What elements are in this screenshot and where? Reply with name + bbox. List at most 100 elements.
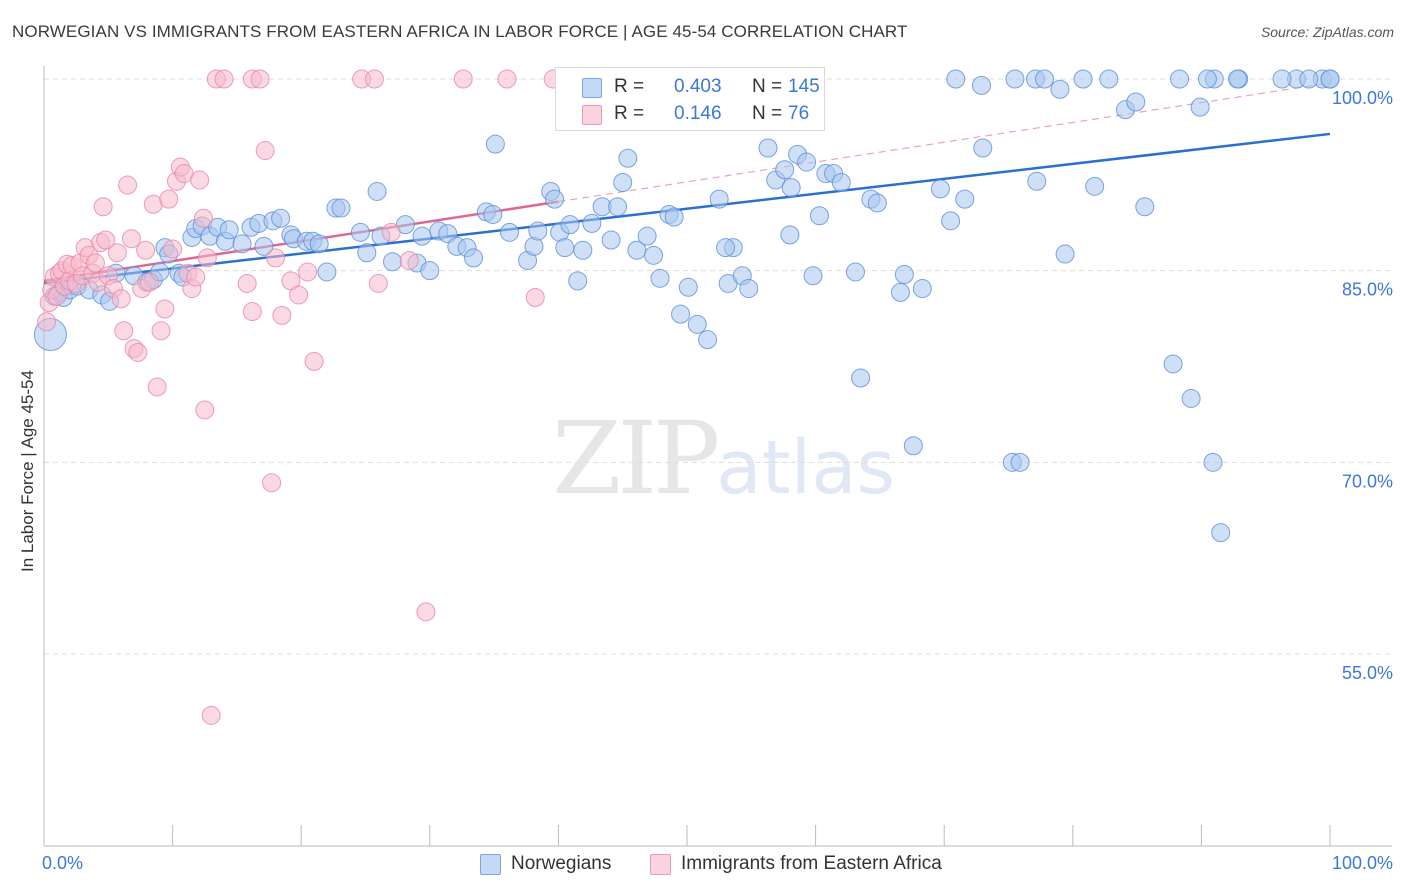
norwegians-point xyxy=(219,220,239,240)
immigrants-point xyxy=(121,229,141,249)
norwegians-point xyxy=(1126,92,1146,112)
legend-swatch-norwegians xyxy=(480,854,501,875)
immigrants-point xyxy=(195,400,215,420)
y-tick-label: 100.0% xyxy=(1332,88,1393,108)
immigrants-point xyxy=(255,141,275,161)
norwegians-point xyxy=(573,240,593,260)
norwegians-point xyxy=(464,248,484,268)
legend-n-value: 145 xyxy=(788,76,820,97)
legend-n-label: N = xyxy=(752,103,783,124)
norwegians-point xyxy=(1099,69,1119,89)
norwegians-point xyxy=(500,222,520,242)
legend-n-value: 76 xyxy=(788,103,810,124)
tick-label-layer: 55.0% 70.0% 85.0% 100.0% 0.0% 100.0% xyxy=(42,88,1393,873)
norwegians-point xyxy=(637,226,657,246)
immigrants-point xyxy=(107,243,127,263)
norwegians-point xyxy=(367,181,387,201)
norwegians-point xyxy=(1055,244,1075,264)
norwegians-point xyxy=(851,368,871,388)
norwegians-point xyxy=(560,215,580,235)
watermark-atlas: atlas xyxy=(716,425,896,511)
norwegians-point xyxy=(357,243,377,263)
norwegians-point xyxy=(485,134,505,154)
norwegians-point xyxy=(912,279,932,299)
immigrants-point xyxy=(193,208,213,228)
chart-title: NORWEGIAN VS IMMIGRANTS FROM EASTERN AFR… xyxy=(12,22,908,41)
norwegians-point xyxy=(1228,69,1248,89)
norwegians-point xyxy=(678,277,698,297)
immigrants-point xyxy=(237,273,257,293)
norwegians-point xyxy=(845,262,865,282)
immigrants-point xyxy=(242,302,262,322)
norwegians-point xyxy=(890,282,910,302)
trend-line-norwegians xyxy=(43,132,1331,285)
immigrants-point xyxy=(155,299,175,319)
immigrants-point xyxy=(381,222,401,242)
grid-layer xyxy=(44,78,1392,655)
y-tick-label: 55.0% xyxy=(1342,663,1393,683)
legend-r-value: 0.146 xyxy=(674,103,722,124)
immigrants-point xyxy=(147,377,167,397)
norwegians-point xyxy=(973,138,993,158)
norwegians-point xyxy=(1272,69,1292,89)
norwegians-point xyxy=(1005,69,1025,89)
norwegians-point xyxy=(483,204,503,224)
norwegians-point xyxy=(1320,69,1340,89)
points-layer xyxy=(33,69,1340,725)
immigrants-point xyxy=(201,705,221,725)
norwegians-point xyxy=(1203,452,1223,472)
norwegians-point xyxy=(1050,79,1070,99)
immigrants-point xyxy=(85,253,105,273)
norwegians-point xyxy=(1163,354,1183,374)
legend-r-value: 0.403 xyxy=(674,76,722,97)
norwegians-point xyxy=(698,330,718,350)
immigrants-point xyxy=(416,602,436,622)
norwegians-point xyxy=(1010,452,1030,472)
norwegians-point xyxy=(1135,197,1155,217)
norwegians-point xyxy=(1170,69,1190,89)
immigrants-point xyxy=(298,262,318,282)
norwegians-point xyxy=(809,206,829,226)
norwegians-point xyxy=(1197,69,1217,89)
immigrants-point xyxy=(365,69,385,89)
norwegians-point xyxy=(528,221,548,241)
watermark: ZIPatlas xyxy=(552,400,895,517)
immigrants-point xyxy=(304,351,324,371)
y-axis-label: In Labor Force | Age 45-54 xyxy=(18,370,37,572)
immigrants-point xyxy=(368,273,388,293)
norwegians-point xyxy=(420,261,440,281)
norwegians-point xyxy=(350,222,370,242)
norwegians-point xyxy=(618,148,638,168)
immigrants-point xyxy=(453,69,473,89)
norwegians-point xyxy=(271,208,291,228)
norwegians-point xyxy=(687,314,707,334)
norwegians-point xyxy=(831,173,851,192)
legend-swatch-immigrants xyxy=(582,105,602,125)
watermark-zip: ZIP xyxy=(552,400,720,517)
immigrants-point xyxy=(262,473,282,493)
norwegians-point xyxy=(613,173,633,192)
norwegians-point xyxy=(309,234,329,254)
source-label: Source: ZipAtlas.com xyxy=(1260,24,1394,40)
norwegians-point xyxy=(1181,388,1201,408)
legend-swatch-norwegians xyxy=(582,78,602,98)
immigrants-point xyxy=(118,175,138,195)
immigrants-point xyxy=(197,248,217,268)
legend-r-label: R = xyxy=(614,76,645,97)
norwegians-point xyxy=(650,268,670,288)
legend-n-label: N = xyxy=(752,76,783,97)
immigrants-point xyxy=(289,285,309,305)
immigrants-point xyxy=(37,312,57,332)
legend-swatch-immigrants xyxy=(650,854,671,875)
legend-r-label: R = xyxy=(614,103,645,124)
immigrants-point xyxy=(163,239,183,259)
immigrants-point xyxy=(265,248,285,268)
immigrants-point xyxy=(139,272,159,292)
legend-label-norwegians: Norwegians xyxy=(511,853,612,874)
norwegians-point xyxy=(780,225,800,245)
immigrants-point xyxy=(128,342,148,362)
norwegians-point xyxy=(797,152,817,172)
norwegians-point xyxy=(930,179,950,199)
norwegians-point xyxy=(716,238,736,258)
